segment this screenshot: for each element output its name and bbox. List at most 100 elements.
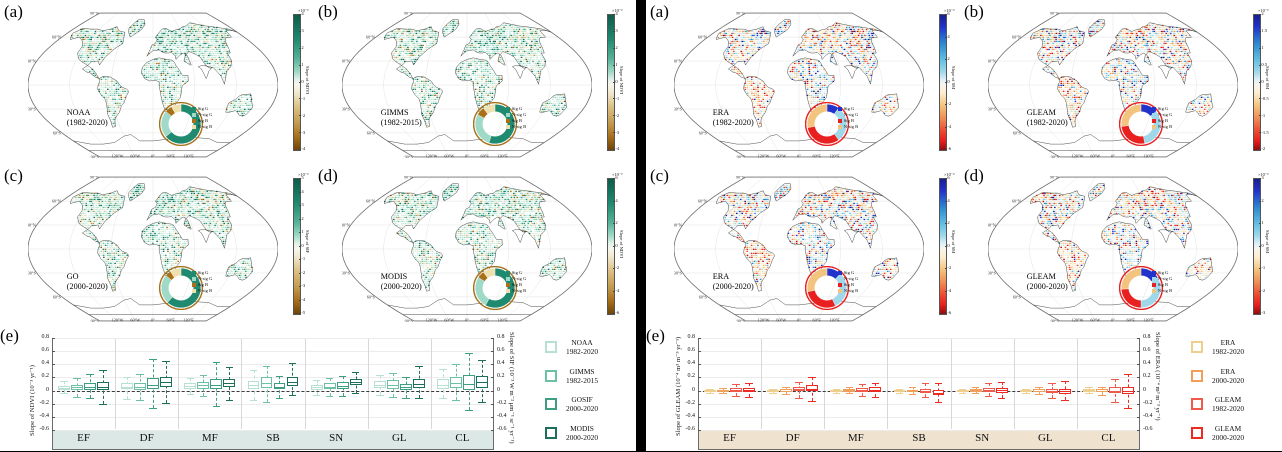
y-tick-mark-right (491, 391, 494, 392)
map-legend-item: N-sig B (506, 288, 527, 293)
whisker-cap-lower (732, 396, 740, 397)
svg-text:30°N: 30°N (28, 59, 36, 64)
colorbar-tick-label: 1.5 (1261, 28, 1267, 33)
whisker-cap-lower (326, 396, 334, 397)
grid-line-vertical (824, 339, 825, 429)
whisker-cap-upper (1061, 381, 1069, 382)
whisker-cap-lower (149, 408, 157, 409)
boxplot-median (374, 385, 386, 386)
grid-line-horizontal (53, 364, 493, 365)
whisker-cap-lower (439, 398, 447, 399)
map-legend-item: Sig G (506, 270, 527, 275)
svg-text:60°N: 60°N (366, 35, 375, 40)
legend-dataset-name: GLEAM (1212, 395, 1244, 404)
grid-line-horizontal (53, 351, 493, 352)
colorbar-tick-label: 0 (947, 243, 949, 248)
colorbar-tick-label: -2 (1261, 288, 1265, 293)
svg-text:30°S: 30°S (28, 107, 36, 112)
y-tick-label-left: 0.6 (680, 347, 695, 353)
whisker-cap-upper (250, 370, 258, 371)
whisker-cap-lower (123, 399, 131, 400)
grid-line-vertical (241, 339, 242, 429)
boxplot-median (350, 382, 362, 383)
colorbar-tick-mark (613, 223, 615, 224)
colorbar-gradient (1253, 178, 1261, 315)
y-tick-mark-right (1137, 351, 1140, 352)
map-legend-label: Sig G (844, 270, 855, 275)
colorbar-tick-mark (299, 65, 301, 66)
y-axis-label-left: Slope of GLEAM (10⁻⁴ m³ m⁻³ yr⁻¹) (674, 337, 682, 436)
boxplot-median (437, 385, 449, 386)
colorbar-tick-mark (1259, 82, 1261, 83)
legend-dataset-period: 2000-2020 (566, 433, 598, 442)
colorbar-tick-mark (945, 313, 947, 314)
whisker-cap-upper (213, 362, 221, 363)
colorbar-tick-mark (945, 223, 947, 224)
legend-swatch-sig-g (838, 271, 842, 275)
map-legend-item: N-sig B (838, 124, 859, 129)
colorbar-tick-label: 1 (1261, 45, 1263, 50)
colorbar-tick-label: 4 (947, 34, 949, 39)
whisker-cap-lower (187, 394, 195, 395)
grid-line-horizontal (53, 377, 493, 378)
colorbar-tick-label: -0.5 (1261, 96, 1268, 101)
whisker-cap-lower (415, 398, 423, 399)
map-legend-item: Sig G (838, 270, 859, 275)
map-source-name: ERA (713, 272, 754, 282)
colorbar-tick-label: -1 (301, 256, 305, 261)
legend-swatch-sig-b (192, 283, 196, 287)
colorbar-tick-label: 5 (301, 175, 303, 180)
map-legend-label: N-sig G (198, 112, 213, 117)
grid-line-horizontal (699, 364, 1139, 365)
colorbar-tick-mark (1259, 132, 1261, 133)
map-source-annotation: GIMMS(1982-2015) (381, 108, 422, 129)
colorbar-tick-mark (299, 300, 301, 301)
map-panel-b: (b)90°N60°N30°N0°30°S60°S90°S120°W60°W0°… (318, 4, 630, 164)
whisker-cap-upper (1035, 387, 1043, 388)
map-legend-label: Sig G (844, 106, 855, 111)
whisker-cap-upper (389, 373, 397, 374)
colorbar-tick-label: 0 (1261, 243, 1263, 248)
y-tick-mark-right (491, 377, 494, 378)
boxplot-median (274, 387, 286, 388)
whisker-cap-upper (352, 372, 360, 373)
map-source-period: (1982-2020) (713, 118, 754, 128)
map-legend-label: N-sig G (1158, 276, 1173, 281)
y-tick-label-left: -0.2 (680, 400, 695, 406)
colorbar-tick-mark (945, 82, 947, 83)
whisker-cap-upper (162, 361, 170, 362)
map-panel-c: (c)90°N60°N30°N0°30°S60°S90°S120°W60°W0°… (650, 168, 962, 328)
whisker-cap-lower (846, 393, 854, 394)
y-tick-label-left: 0.6 (34, 347, 49, 353)
whisker-cap-lower (200, 396, 208, 397)
map-legend-label: N-sig G (844, 276, 859, 281)
world-map-svg: 90°N60°N30°N0°30°S60°S90°S120°W60°W0°60°… (28, 176, 278, 322)
map-legend-item: N-sig G (506, 276, 527, 281)
world-map-svg: 90°N60°N30°N0°30°S60°S90°S120°W60°W0°60°… (674, 12, 924, 158)
whisker-cap-lower (352, 393, 360, 394)
panel-letter: (b) (964, 2, 984, 22)
map-legend-item: N-sig G (192, 276, 213, 281)
whisker-cap-lower (339, 396, 347, 397)
legend-swatch-sig-g (506, 107, 510, 111)
colorbar-tick-mark (299, 205, 301, 206)
svg-text:0°: 0° (151, 154, 155, 159)
colorbar-tick-label: -4 (615, 288, 619, 293)
boxplot-median (97, 387, 109, 388)
colorbar-tick-mark (613, 31, 615, 32)
whisker-cap-lower (719, 393, 727, 394)
colorbar-tick-mark (299, 149, 301, 150)
colorbar-tick-mark (1259, 313, 1261, 314)
colorbar-tick-mark (299, 232, 301, 233)
y-tick-label-left: -0.4 (34, 413, 49, 419)
colorbar-tick-mark (299, 178, 301, 179)
grid-line-horizontal (699, 417, 1139, 418)
legend-swatch-n-sig-g (1152, 277, 1156, 281)
x-category-label: CL (1077, 432, 1140, 444)
whisker-cap-lower (922, 397, 930, 398)
